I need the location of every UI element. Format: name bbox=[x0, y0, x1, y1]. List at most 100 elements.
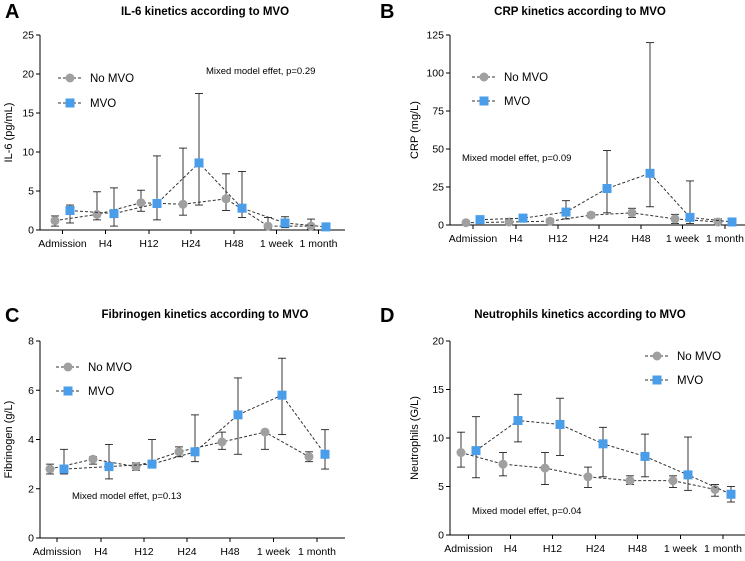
y-tick-label: 8 bbox=[28, 336, 34, 348]
x-tick-label: H24 bbox=[181, 238, 200, 250]
data-point-no-mvo bbox=[304, 452, 314, 462]
data-point-mvo bbox=[237, 203, 247, 213]
data-point-no-mvo bbox=[586, 210, 596, 220]
data-point-no-mvo bbox=[136, 198, 146, 208]
data-point-no-mvo bbox=[263, 221, 273, 231]
legend: No MVO MVO bbox=[56, 362, 132, 398]
legend-label: No MVO bbox=[90, 73, 134, 85]
data-point-no-mvo bbox=[583, 472, 593, 482]
x-tick-label: H48 bbox=[224, 238, 243, 250]
data-point-no-mvo bbox=[306, 221, 316, 231]
data-point-mvo bbox=[321, 222, 331, 232]
legend-marker-mvo bbox=[63, 386, 73, 396]
series-no-mvo bbox=[461, 207, 723, 228]
y-tick-label: 2 bbox=[28, 483, 34, 495]
x-tick-label: H12 bbox=[134, 546, 153, 558]
y-tick-label: 6 bbox=[28, 385, 34, 397]
data-point-mvo bbox=[233, 410, 243, 420]
y-tick-label: 5 bbox=[438, 481, 444, 493]
chart-title: Neutrophils kinetics according to MVO bbox=[474, 309, 686, 321]
series-mvo bbox=[471, 393, 736, 503]
panel-c: C Fibrinogen kinetics according to MVO 0 2 4… bbox=[3, 305, 345, 558]
y-tick-label: 100 bbox=[426, 68, 444, 80]
stats-annotation: Mixed model effet, p=0.04 bbox=[472, 506, 581, 517]
x-tick-label: H24 bbox=[177, 546, 196, 558]
y-tick-label: 10 bbox=[432, 433, 444, 445]
data-point-mvo bbox=[475, 215, 485, 225]
legend-label: No MVO bbox=[88, 362, 132, 374]
x-tick-label: H48 bbox=[631, 233, 650, 245]
legend-label: MVO bbox=[677, 375, 703, 387]
x-tick-label: H48 bbox=[628, 543, 647, 555]
data-point-no-mvo bbox=[498, 459, 508, 469]
y-tick-label: 15 bbox=[22, 108, 34, 120]
x-tick-label: 1 month bbox=[704, 543, 742, 555]
stats-annotation: Mixed model effet, p=0.09 bbox=[462, 153, 571, 164]
data-point-no-mvo bbox=[45, 464, 55, 474]
data-point-no-mvo bbox=[92, 209, 102, 219]
data-point-mvo bbox=[561, 207, 571, 217]
data-point-no-mvo bbox=[461, 218, 471, 228]
y-tick-label: 4 bbox=[28, 434, 34, 446]
data-point-no-mvo bbox=[178, 199, 188, 209]
data-point-no-mvo bbox=[710, 484, 720, 494]
data-point-mvo bbox=[555, 419, 565, 429]
data-point-mvo bbox=[59, 464, 69, 474]
data-point-mvo bbox=[518, 213, 528, 223]
y-tick-label: 0 bbox=[28, 533, 34, 545]
data-point-no-mvo bbox=[540, 463, 550, 473]
legend: No MVO MVO bbox=[472, 72, 548, 108]
data-point-no-mvo bbox=[627, 208, 637, 218]
y-axis-label: Fibrinogen (g/L) bbox=[3, 401, 15, 479]
panel-letter: C bbox=[5, 305, 19, 327]
data-point-mvo bbox=[602, 184, 612, 194]
x-tick-label: 1 month bbox=[706, 233, 744, 245]
data-point-no-mvo bbox=[456, 448, 466, 458]
data-point-no-mvo bbox=[504, 217, 514, 227]
legend-label: MVO bbox=[90, 98, 116, 110]
legend-marker-mvo bbox=[65, 98, 75, 108]
data-point-mvo bbox=[640, 451, 650, 461]
data-point-mvo bbox=[598, 439, 608, 449]
chart-title: IL-6 kinetics according to MVO bbox=[121, 6, 289, 18]
x-tick-label: Admission bbox=[449, 233, 498, 245]
y-tick-label: 0 bbox=[438, 220, 444, 232]
y-tick-label: 15 bbox=[432, 384, 444, 396]
data-point-mvo bbox=[147, 459, 157, 469]
panel-letter: D bbox=[380, 305, 394, 327]
data-point-mvo bbox=[277, 390, 287, 400]
data-point-no-mvo bbox=[217, 437, 227, 447]
x-tick-label: Admission bbox=[33, 546, 82, 558]
data-point-mvo bbox=[471, 446, 481, 456]
data-point-no-mvo bbox=[88, 454, 98, 464]
legend-marker-no-mvo bbox=[479, 72, 489, 82]
stats-annotation: Mixed model effet, p=0.29 bbox=[206, 66, 315, 77]
data-point-no-mvo bbox=[131, 462, 141, 472]
legend-marker-mvo bbox=[479, 96, 489, 106]
y-tick-label: 0 bbox=[28, 225, 34, 237]
legend: No MVO MVO bbox=[645, 351, 721, 387]
x-tick-label: Admission bbox=[444, 543, 493, 555]
data-point-no-mvo bbox=[50, 216, 60, 226]
x-tick-label: H4 bbox=[94, 546, 108, 558]
series-line bbox=[63, 394, 326, 470]
x-tick-label: H4 bbox=[504, 543, 518, 555]
panel-letter: A bbox=[5, 1, 19, 23]
y-tick-label: 10 bbox=[22, 147, 34, 159]
x-tick-label: H24 bbox=[589, 233, 608, 245]
data-point-mvo bbox=[320, 449, 330, 459]
chart-title: CRP kinetics according to MVO bbox=[494, 6, 666, 18]
x-tick-label: H12 bbox=[543, 543, 562, 555]
series-mvo bbox=[59, 357, 330, 480]
data-point-no-mvo bbox=[260, 427, 270, 437]
legend-label: No MVO bbox=[677, 351, 721, 363]
x-tick-label: 1 month bbox=[300, 238, 338, 250]
series-no-mvo bbox=[45, 427, 314, 475]
data-point-mvo bbox=[65, 206, 75, 215]
data-point-mvo bbox=[726, 489, 736, 499]
y-tick-label: 75 bbox=[432, 106, 444, 118]
series-no-mvo bbox=[456, 431, 720, 497]
panel-b: B CRP kinetics according to MVO 0 25 50 75 100… bbox=[380, 1, 745, 245]
legend-label: MVO bbox=[504, 96, 530, 108]
